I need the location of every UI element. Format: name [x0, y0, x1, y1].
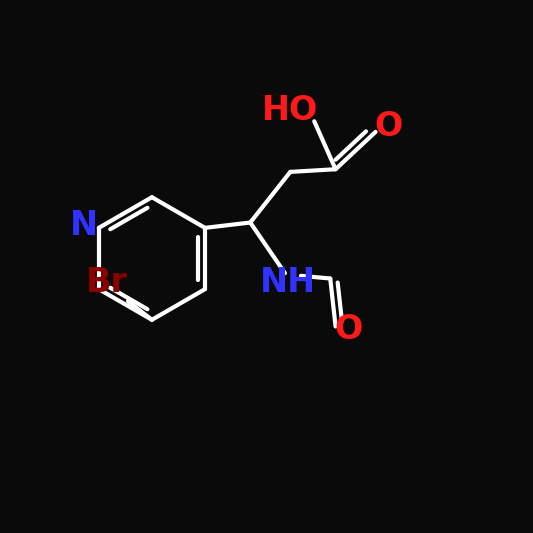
Text: O: O: [335, 313, 363, 345]
Text: HO: HO: [262, 94, 318, 127]
Text: N: N: [70, 209, 98, 241]
Text: NH: NH: [260, 266, 316, 299]
Text: O: O: [375, 110, 403, 143]
Text: Br: Br: [86, 266, 127, 299]
